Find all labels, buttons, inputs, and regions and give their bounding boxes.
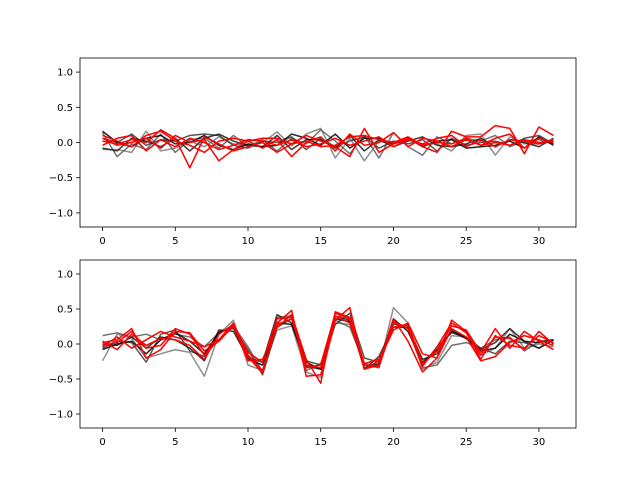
x-tick-label: 15	[314, 236, 327, 247]
series-line-7	[102, 312, 554, 370]
x-tick-label: 25	[460, 437, 473, 448]
series-line-8	[102, 315, 554, 372]
series-line-6	[102, 311, 554, 384]
chart-panel-top: 0 5 10 15 20 25 30 −1.0 −0.5 0.0 0.5 1.0	[49, 57, 577, 247]
series-line-7	[102, 134, 554, 152]
x-tick-label: 15	[314, 437, 327, 448]
x-tick-label: 0	[99, 236, 105, 247]
x-tick-label: 25	[460, 236, 473, 247]
y-tick-label: −0.5	[49, 375, 73, 386]
chart-panel-bottom: 0 5 10 15 20 25 30 −1.0 −0.5 0.0 0.5 1.0	[49, 259, 577, 448]
x-tick-label: 0	[99, 437, 105, 448]
y-tick-label: 0.0	[57, 138, 73, 149]
x-tick-label: 30	[533, 437, 546, 448]
y-tick-label: 0.5	[57, 103, 73, 114]
y-tick-label: 1.0	[57, 270, 73, 281]
x-tick-label: 10	[242, 236, 255, 247]
y-tick-label: −0.5	[49, 173, 73, 184]
y-tick-label: −1.0	[49, 208, 73, 219]
x-tick-label: 20	[387, 437, 400, 448]
x-tick-label: 5	[172, 437, 178, 448]
x-tick-label: 10	[242, 437, 255, 448]
x-tick-label: 30	[533, 236, 546, 247]
series-line-8	[102, 134, 554, 162]
x-tick-label: 5	[172, 236, 178, 247]
y-tick-label: 1.0	[57, 68, 73, 79]
y-tick-label: −1.0	[49, 410, 73, 421]
y-tick-label: 0.0	[57, 340, 73, 351]
y-tick-label: 0.5	[57, 305, 73, 316]
x-tick-label: 20	[387, 236, 400, 247]
